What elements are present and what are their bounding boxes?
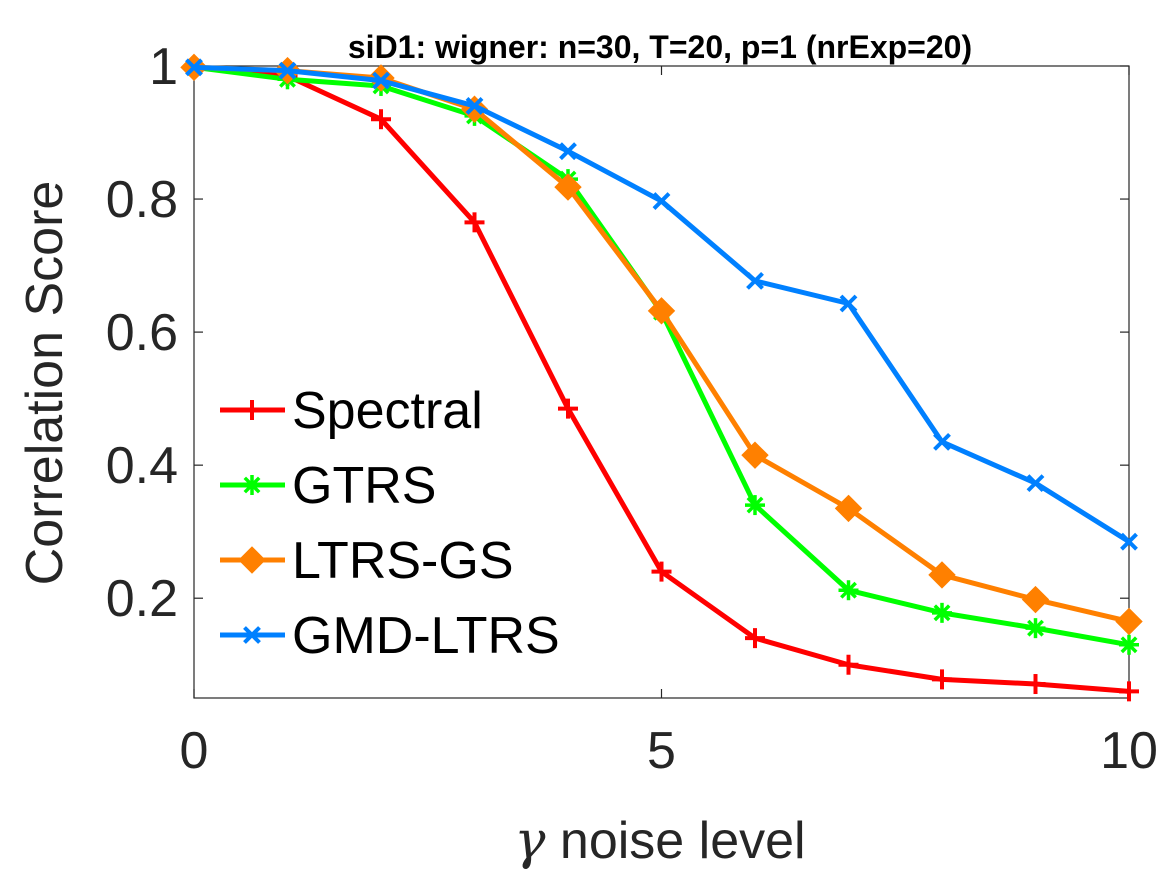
marker-x bbox=[465, 97, 484, 115]
y-tick-label: 0.8 bbox=[106, 171, 178, 229]
marker-plus bbox=[242, 400, 262, 420]
marker-plus bbox=[371, 109, 391, 130]
marker-plus bbox=[558, 398, 578, 419]
legend-item: GMD-LTRS bbox=[220, 607, 560, 665]
legend-item: LTRS-GS bbox=[220, 532, 514, 590]
marker-plus bbox=[838, 654, 859, 675]
x-axis: 0 5 10 bbox=[180, 66, 1158, 780]
marker-asterisk bbox=[1025, 618, 1046, 639]
y-axis-label: Correlation Score bbox=[16, 181, 74, 586]
marker-x bbox=[933, 432, 951, 451]
legend-label: LTRS-GS bbox=[292, 532, 514, 590]
y-axis: 0.2 0.4 0.6 0.8 1 bbox=[106, 38, 1129, 628]
marker-x bbox=[372, 71, 390, 90]
y-tick-label: 0.2 bbox=[106, 570, 178, 628]
x-axis-label-text: noise level bbox=[545, 812, 805, 870]
chart-title: siD1: wigner: n=30, T=20, p=1 (nrExp=20) bbox=[348, 29, 972, 65]
legend-item: Spectral bbox=[220, 382, 483, 440]
x-tick-label: 0 bbox=[180, 722, 209, 780]
marker-x bbox=[1120, 532, 1138, 551]
series-spectral bbox=[184, 57, 1139, 702]
legend-item: GTRS bbox=[220, 457, 436, 515]
marker-asterisk bbox=[838, 580, 859, 601]
marker-diamond bbox=[741, 441, 769, 469]
marker-diamond bbox=[1115, 607, 1143, 636]
marker-x bbox=[1026, 474, 1045, 493]
x-tick-label: 10 bbox=[1100, 722, 1158, 780]
marker-plus bbox=[1119, 681, 1139, 702]
y-tick-label: 1 bbox=[149, 38, 178, 96]
y-tick-label: 0.4 bbox=[106, 437, 178, 495]
marker-x bbox=[652, 192, 671, 210]
series-group bbox=[180, 53, 1143, 702]
series-gmd-ltrs bbox=[185, 58, 1138, 551]
x-axis-label: γ noise level bbox=[514, 811, 805, 871]
marker-diamond bbox=[238, 546, 266, 574]
marker-diamond bbox=[1021, 585, 1050, 614]
marker-diamond bbox=[834, 494, 863, 523]
legend-label: GTRS bbox=[292, 457, 436, 515]
marker-x bbox=[278, 61, 297, 80]
marker-plus bbox=[745, 628, 765, 649]
x-tick-label: 5 bbox=[647, 722, 676, 780]
marker-asterisk bbox=[1119, 634, 1139, 655]
series-line bbox=[193, 64, 1130, 694]
marker-asterisk bbox=[745, 495, 765, 516]
gamma-symbol: γ bbox=[514, 811, 546, 871]
marker-x bbox=[746, 271, 764, 290]
marker-x bbox=[185, 58, 203, 77]
marker-asterisk bbox=[242, 475, 262, 495]
legend-label: Spectral bbox=[292, 382, 483, 440]
marker-diamond bbox=[554, 173, 582, 201]
marker-plus bbox=[1025, 674, 1046, 695]
marker-diamond bbox=[928, 561, 956, 589]
y-tick-label: 0.6 bbox=[106, 304, 178, 362]
marker-x bbox=[839, 294, 858, 313]
marker-diamond bbox=[647, 297, 676, 325]
legend-label: GMD-LTRS bbox=[292, 607, 560, 665]
marker-x bbox=[243, 626, 261, 644]
marker-x bbox=[559, 142, 577, 161]
marker-plus bbox=[932, 669, 952, 690]
marker-plus bbox=[651, 561, 672, 582]
marker-plus bbox=[464, 212, 485, 233]
marker-asterisk bbox=[932, 602, 952, 623]
legend: Spectral GTRS LTRS-GS GMD-LTRS bbox=[220, 382, 560, 665]
